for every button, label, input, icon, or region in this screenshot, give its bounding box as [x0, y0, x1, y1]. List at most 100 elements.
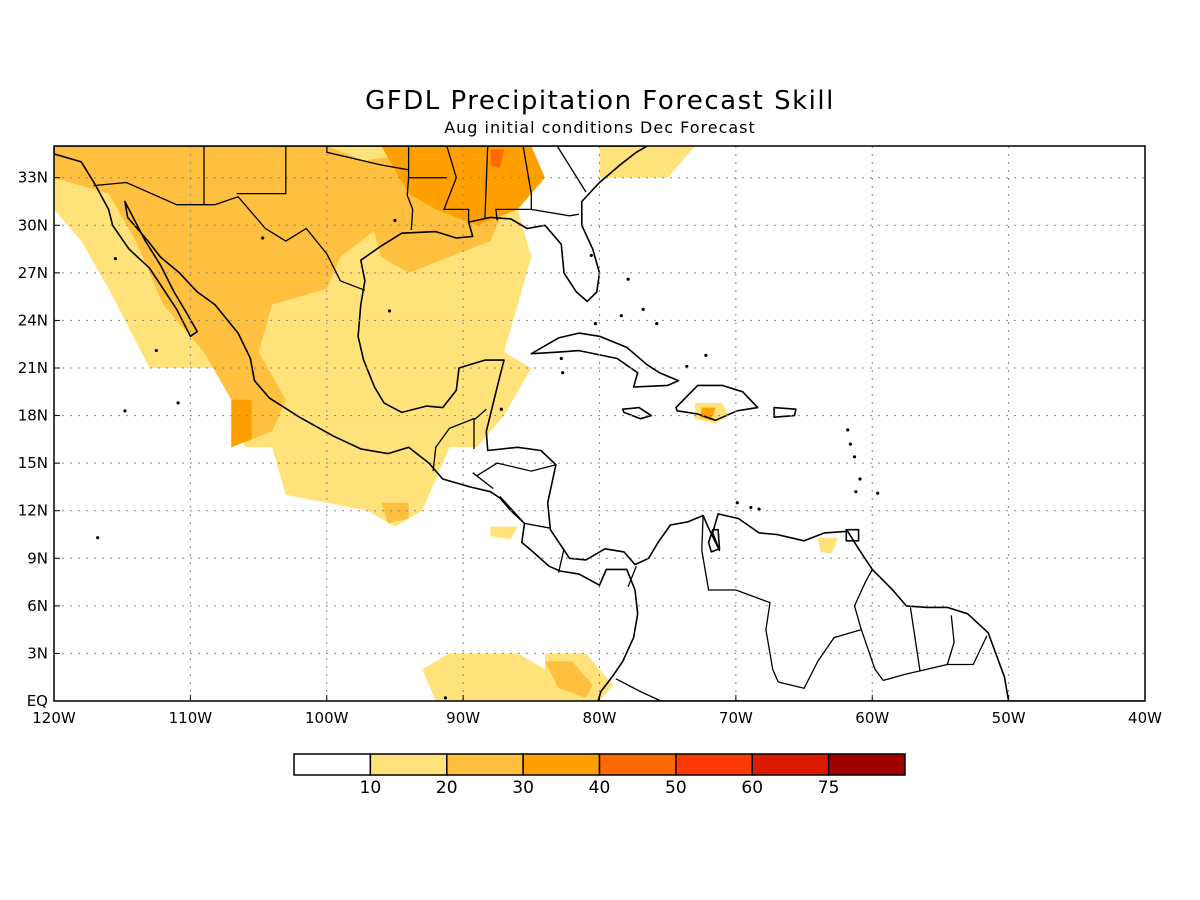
lat-tick-label: 27N: [18, 264, 48, 282]
lon-tick-label: 110W: [169, 709, 213, 727]
island-marker: [561, 371, 565, 375]
skill-region-level-1: [490, 526, 518, 540]
border-line: [919, 663, 948, 672]
border-line: [853, 569, 873, 630]
island-marker: [393, 218, 397, 223]
island-marker: [626, 277, 630, 281]
border-line: [531, 208, 580, 217]
colorbar-level-label: 40: [589, 778, 611, 798]
colorbar-level-label: 30: [512, 778, 534, 798]
skill-region-level-4: [490, 149, 504, 169]
island-marker: [704, 353, 708, 357]
island-marker: [499, 407, 503, 411]
border-line: [627, 565, 637, 588]
border-line: [499, 495, 551, 529]
lon-tick-label: 100W: [305, 709, 349, 727]
lat-tick-label: 33N: [18, 169, 48, 187]
colorbar: 10 20 30 40 50 60 75: [293, 753, 906, 798]
island-marker: [735, 501, 739, 505]
country-borders: [93, 146, 988, 701]
island-marker: [641, 307, 645, 311]
island-marker: [456, 703, 459, 706]
coastline-trinidad: [845, 528, 860, 542]
island-marker: [113, 256, 117, 261]
island-marker: [261, 236, 265, 240]
lon-tick-label: 120W: [32, 709, 76, 727]
border-line: [778, 628, 862, 690]
colorbar-swatch: [751, 753, 830, 776]
island-marker: [749, 505, 753, 510]
lat-tick-label: 9N: [27, 549, 48, 567]
colorbar-swatch: [598, 753, 677, 776]
land-masses: [54, 146, 1145, 706]
coastline-cuba: [530, 332, 680, 388]
island-marker: [589, 253, 593, 258]
skill-region-level-2: [381, 502, 409, 524]
lat-tick-label: 24N: [18, 311, 48, 329]
border-line: [472, 472, 494, 490]
colorbar-swatch: [675, 753, 753, 776]
coastline-puerto-rico: [773, 406, 797, 419]
skill-region-level-1: [817, 537, 839, 554]
colorbar-level-label: 75: [818, 778, 840, 798]
border-line: [484, 146, 489, 219]
border-line: [406, 146, 414, 231]
skill-region-level-1: [599, 146, 695, 178]
coastline-jamaica: [621, 406, 653, 420]
border-line: [615, 678, 662, 701]
island-marker: [443, 696, 447, 700]
lon-tick-label: 60W: [855, 709, 889, 727]
island-marker: [176, 401, 180, 405]
lon-tick-label: 90W: [446, 709, 480, 727]
colorbar-swatch: [293, 753, 372, 776]
island-marker: [858, 477, 862, 481]
coastline-lake-maracaibo: [707, 528, 721, 553]
island-marker: [655, 322, 659, 326]
island-marker: [685, 364, 689, 369]
coastline-hispaniola: [675, 384, 759, 422]
colorbar-swatch: [446, 753, 524, 776]
colorbar-swatch: [522, 753, 601, 776]
island-marker: [876, 491, 880, 495]
island-marker: [619, 314, 623, 318]
border-line: [443, 146, 470, 223]
lat-tick-label: 12N: [18, 502, 48, 520]
lat-tick-label: 15N: [18, 454, 48, 472]
lat-tick-label: EQ: [27, 692, 48, 710]
coastline-north-america: [54, 146, 1145, 701]
colorbar-level-label: 50: [665, 778, 687, 798]
border-line: [701, 515, 779, 683]
grid-lines: [54, 146, 1145, 701]
colorbar-swatch: [369, 753, 448, 776]
colorbar-level-label: 10: [360, 778, 382, 798]
colorbar-level-label: 60: [741, 778, 763, 798]
border-line: [93, 181, 366, 291]
island-marker: [846, 428, 850, 432]
island-marker: [848, 442, 853, 446]
lat-tick-label: 21N: [18, 359, 48, 377]
skill-shading: [54, 146, 839, 701]
lon-tick-label: 70W: [719, 709, 753, 727]
island-marker: [387, 309, 392, 313]
island-marker: [559, 356, 563, 361]
chart-title: GFDL Precipitation Forecast Skill: [365, 86, 835, 116]
latitude-labels: 33N 30N 27N 24N 21N 18N 15N 12N 9N 6N 3N EQ: [18, 169, 60, 710]
island-marker: [852, 455, 857, 459]
island-marker: [757, 507, 761, 511]
lat-tick-label: 6N: [27, 597, 48, 615]
colorbar-swatch: [827, 753, 906, 776]
lat-tick-label: 3N: [27, 644, 48, 662]
border-line: [557, 548, 565, 573]
border-line: [432, 408, 487, 472]
island-marker: [123, 409, 127, 413]
border-line: [947, 635, 988, 666]
island-marker: [854, 490, 858, 494]
border-line: [909, 607, 921, 671]
border-line: [326, 146, 409, 171]
skill-region-level-3: [231, 399, 252, 448]
skill-region-level-2: [545, 661, 593, 698]
lon-tick-label: 50W: [992, 709, 1026, 727]
lat-tick-label: 18N: [18, 407, 48, 425]
island-marker: [593, 322, 598, 326]
